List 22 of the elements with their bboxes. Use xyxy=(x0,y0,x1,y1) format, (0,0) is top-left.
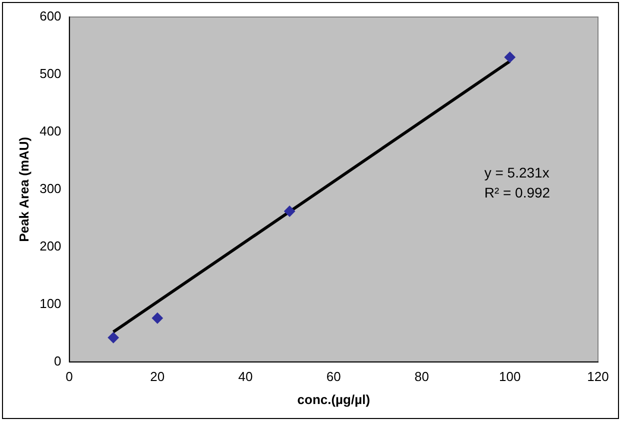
y-tick-label: 200 xyxy=(40,238,62,254)
x-tick-label: 60 xyxy=(326,369,341,384)
x-tick-label: 80 xyxy=(414,369,429,384)
annotation: R² = 0.992 xyxy=(484,184,550,201)
point xyxy=(108,332,119,344)
x-tick-label: 40 xyxy=(238,369,253,384)
y-tick-label: 500 xyxy=(40,66,62,82)
point xyxy=(152,312,163,324)
x-tick-label: 20 xyxy=(150,369,165,384)
y-tick-label: 100 xyxy=(40,296,62,311)
point xyxy=(504,52,516,63)
point xyxy=(284,206,296,217)
y-tick-label: 600 xyxy=(40,8,62,24)
x-tick-label: 0 xyxy=(66,369,73,384)
x-tick-label: 120 xyxy=(587,369,609,384)
x-tick-label: 100 xyxy=(499,369,521,384)
y-tick-label: 400 xyxy=(40,124,62,139)
y-axis-title: Peak Area (mAU) xyxy=(16,136,32,242)
y-tick-label: 300 xyxy=(40,180,62,196)
x-axis-title: conc.(µg/µl) xyxy=(297,392,370,407)
annotation: y = 5.231x xyxy=(484,164,550,181)
y-tick-label: 0 xyxy=(54,353,62,368)
